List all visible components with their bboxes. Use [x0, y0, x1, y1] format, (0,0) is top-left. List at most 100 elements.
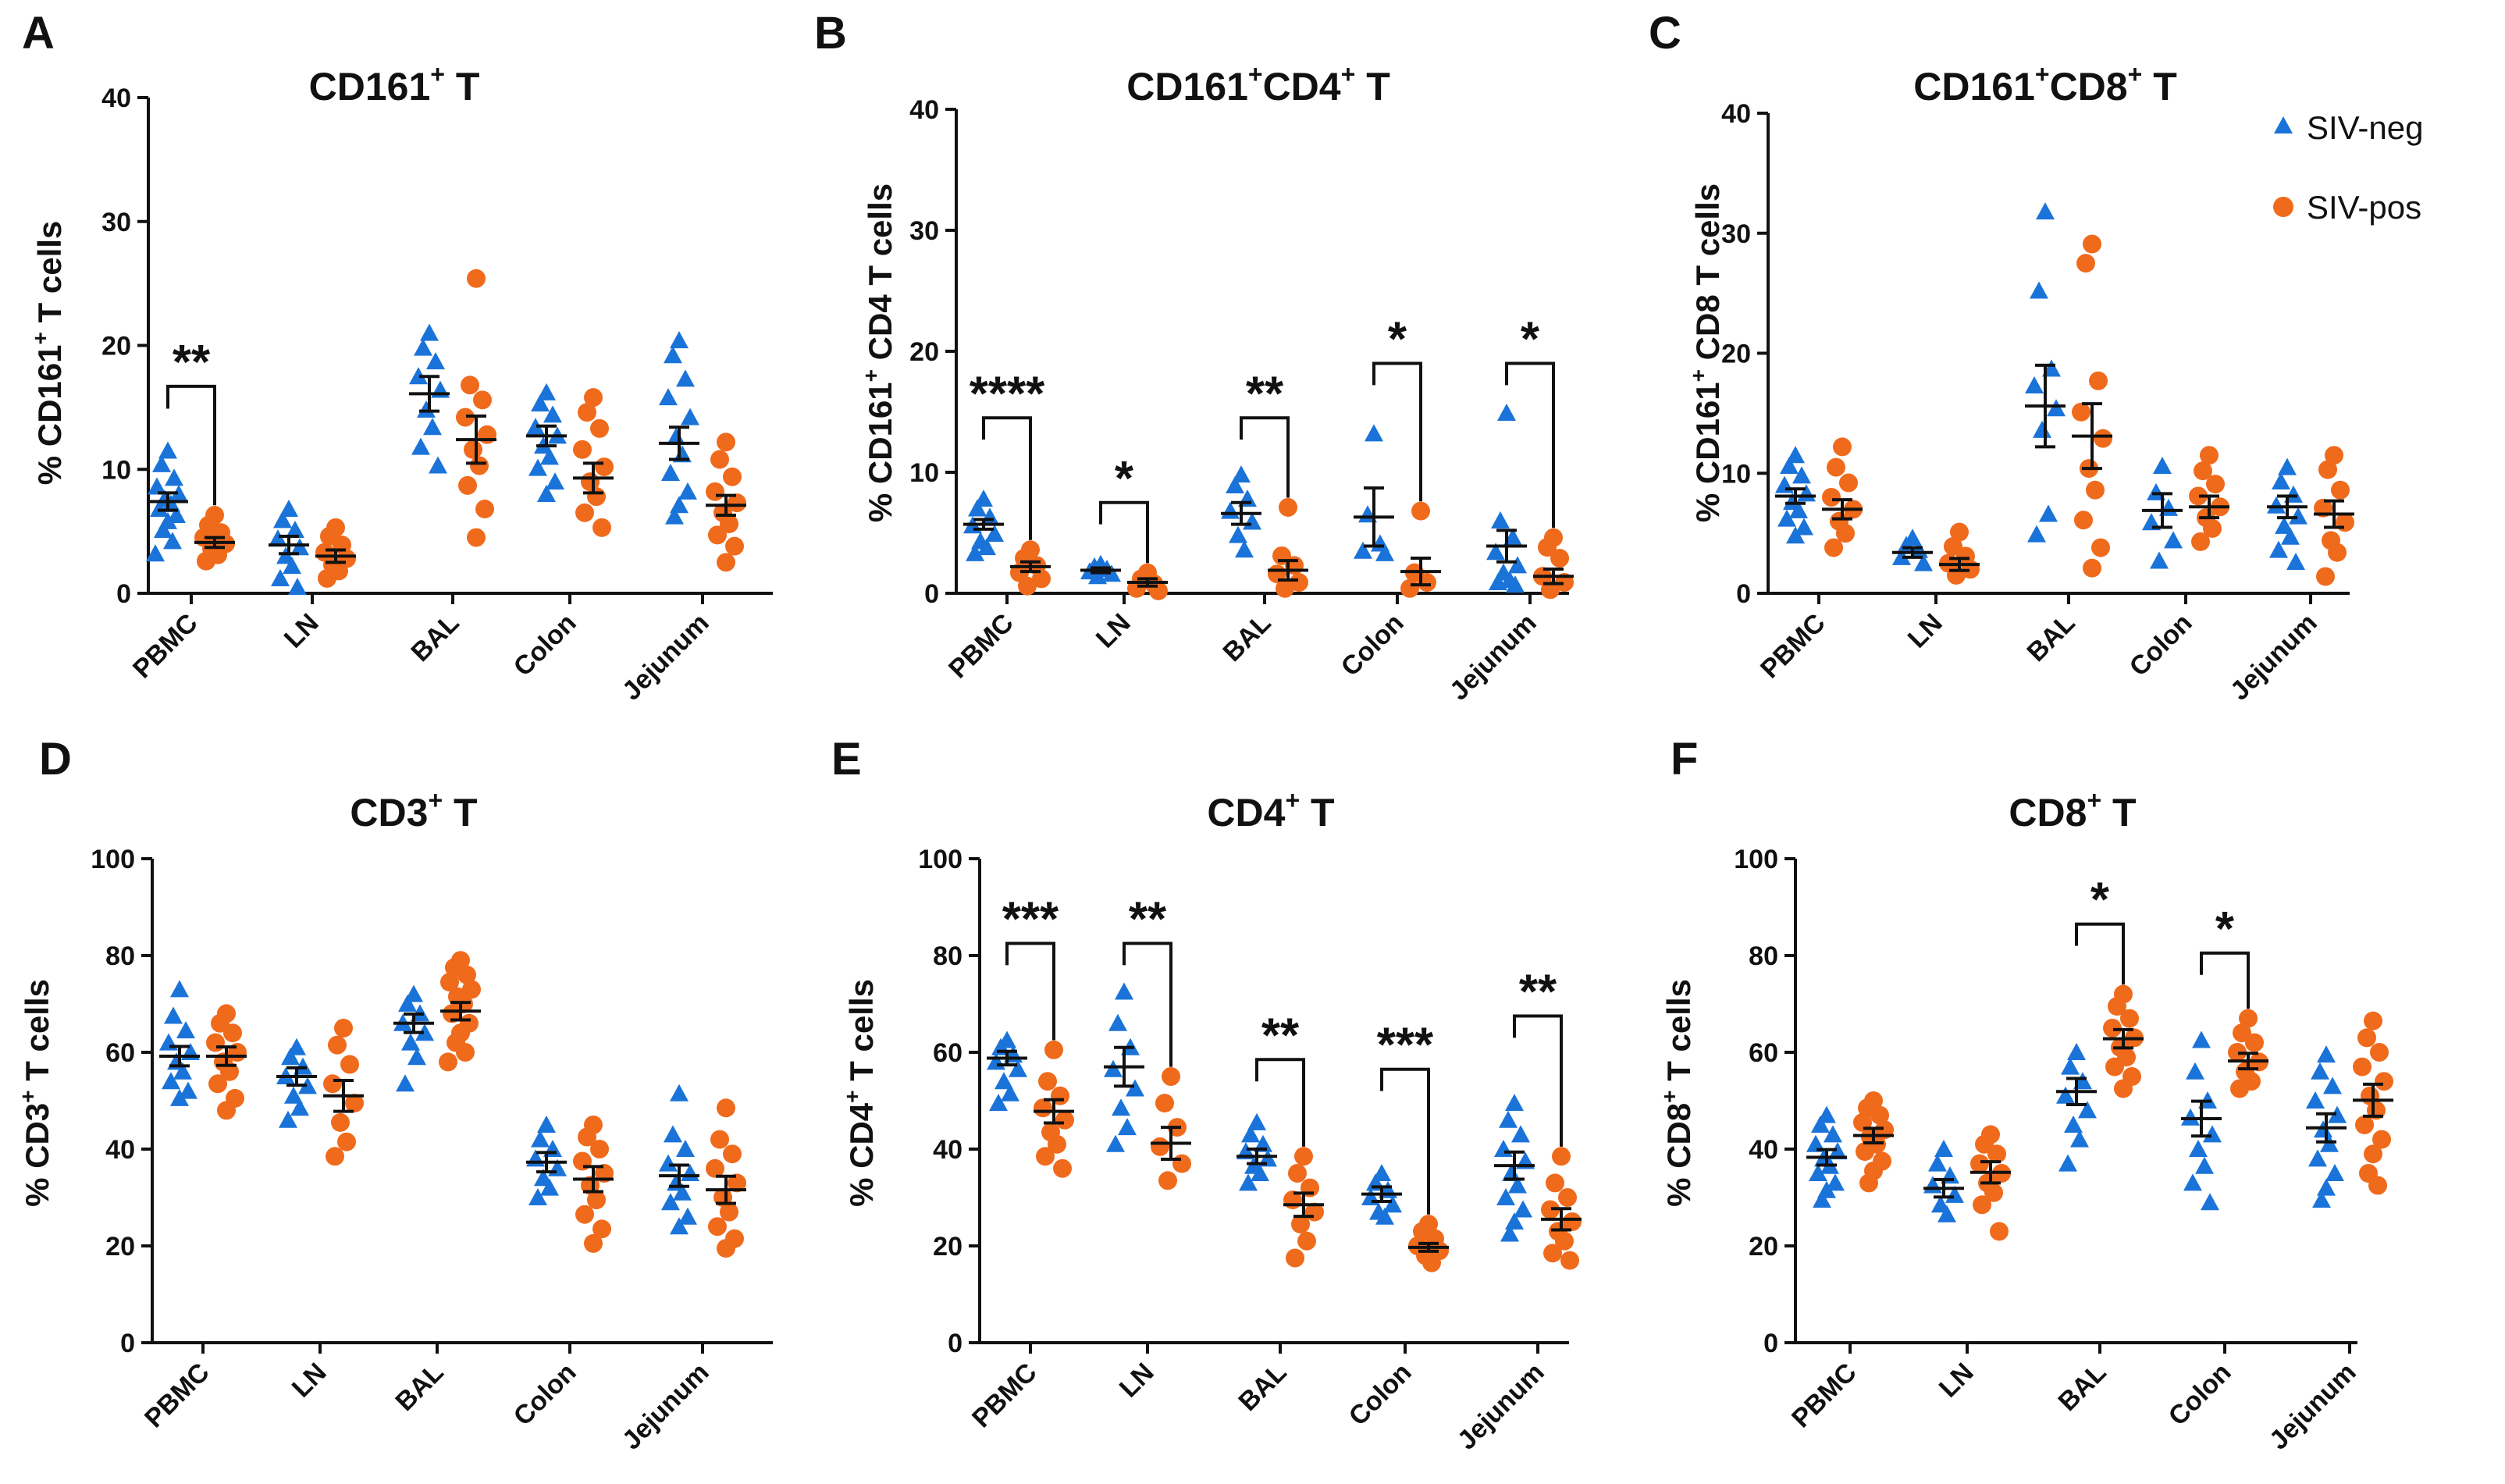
- panel-f-siv-pos-point: [1990, 1222, 2009, 1241]
- panel-a-siv-neg-point: [290, 538, 309, 556]
- panel-f-x-tick-label: LN: [1934, 1358, 1980, 1404]
- panel-f-siv-neg-point: [2306, 1091, 2325, 1109]
- panel-a-siv-pos-point: [728, 493, 746, 513]
- panel-e-siv-pos-point: [1546, 1173, 1564, 1193]
- panel-b-siv-neg-point: [1088, 567, 1107, 585]
- panel-d-siv-pos-point: [706, 1158, 724, 1178]
- panel-b-siv-neg-point: [1235, 540, 1254, 558]
- panel-b-siv-pos-point: [1279, 497, 1297, 517]
- panel-e-siv-neg-point: [1118, 1118, 1137, 1136]
- panel-c-siv-neg-point: [2286, 553, 2305, 571]
- panel-letter-e: E: [831, 734, 862, 785]
- panel-b-siv-neg-point: [1508, 556, 1527, 574]
- panel-a-siv-neg-point: [678, 482, 697, 500]
- panel-a-y-tick-label: 10: [101, 455, 131, 485]
- panel-a-siv-neg-point: [537, 383, 556, 400]
- panel-d-x-tick-label: Jejunum: [617, 1358, 715, 1456]
- panel-a-siv-pos-point: [464, 440, 482, 459]
- panel-d-siv-neg-point: [407, 1048, 426, 1066]
- panel-d-siv-neg-point: [670, 1084, 689, 1101]
- panel-a-siv-pos-point: [592, 518, 611, 537]
- panel-d-siv-neg-point: [415, 1023, 434, 1041]
- panel-d-siv-pos-point: [443, 1004, 461, 1023]
- panel-b-siv-neg-point: [1221, 501, 1240, 519]
- panel-a-siv-neg-point: [546, 472, 564, 490]
- panel-b-siv-neg-point: [977, 538, 996, 556]
- panel-e-siv-pos-point: [1048, 1134, 1066, 1154]
- panel-c: C CD161+CD8+ T % CD161+ CD8 T cells 0 10 2…: [1649, 8, 2354, 706]
- panel-d-siv-neg-point: [290, 1098, 309, 1116]
- panel-a-siv-neg-point: [271, 568, 290, 586]
- panel-e-siv-pos-point: [1158, 1171, 1177, 1190]
- panel-e-siv-pos-point: [1288, 1164, 1307, 1183]
- panel-f-siv-pos-point: [2375, 1072, 2393, 1091]
- panel-a-siv-neg-point: [543, 405, 562, 423]
- panel-f-siv-neg-point: [2181, 1108, 2200, 1126]
- panel-c-siv-pos-point: [2086, 480, 2105, 500]
- panel-f-significance-bracket: [2075, 922, 2125, 985]
- panel-d-y-tick-label: 60: [105, 1038, 135, 1068]
- panel-f-y-tick-label: 80: [1749, 941, 1778, 971]
- panel-e-x-tick-label: Colon: [1343, 1358, 1418, 1432]
- panel-d-siv-neg-point: [279, 1110, 297, 1128]
- panel-f-siv-pos-point: [1970, 1154, 1989, 1173]
- panel-e-siv-pos-point: [1555, 1231, 1574, 1251]
- panel-a-siv-neg-point: [681, 407, 699, 425]
- panel-a: A CD161+ T % CD161+ T cells 0 10 20 30 40 PBM…: [22, 8, 773, 706]
- panel-a-siv-neg-point: [423, 418, 442, 436]
- panel-b-x-tick-label: BAL: [1217, 608, 1276, 667]
- panel-a-siv-neg-point: [528, 458, 547, 476]
- panel-a-siv-neg-point: [283, 557, 301, 575]
- panel-e-siv-pos-point: [1286, 1248, 1304, 1268]
- panel-b-siv-neg-point: [1486, 543, 1505, 561]
- panel-f-siv-neg-point: [2311, 1062, 2329, 1080]
- panel-f-siv-pos-point: [2372, 1130, 2391, 1149]
- panel-d-siv-pos-point: [331, 1112, 350, 1132]
- panel-b-siv-pos-point: [1149, 581, 1168, 600]
- panel-c-siv-pos-point: [1824, 538, 1843, 557]
- panel-f-siv-pos-point: [2357, 1028, 2376, 1048]
- panel-c-siv-pos-point: [2194, 461, 2212, 481]
- panel-f-siv-neg-point: [2323, 1077, 2342, 1094]
- panel-d-siv-neg-point: [173, 1062, 192, 1080]
- panel-a-siv-pos-point: [717, 432, 735, 452]
- panel-b-siv-pos-point: [1550, 549, 1569, 568]
- panel-d-siv-neg-point: [162, 1072, 180, 1090]
- panel-b-siv-pos-point: [1290, 573, 1308, 593]
- panel-e-significance-label: **: [1129, 893, 1167, 947]
- panel-d-siv-pos-point: [340, 1055, 359, 1074]
- panel-c-x-tick-label: LN: [1902, 608, 1948, 654]
- panel-d-siv-pos-point: [590, 1140, 609, 1158]
- panel-d-x-tick-label: BAL: [390, 1358, 449, 1417]
- panel-a-siv-neg-point: [148, 477, 166, 495]
- panel-b-siv-neg-point: [1365, 424, 1383, 442]
- panel-d-siv-pos-point: [728, 1173, 746, 1193]
- panel-a-x-tick-label: Colon: [508, 608, 582, 682]
- legend: SIV-neg SIV-pos: [2273, 109, 2423, 226]
- panel-f-title: CD8+ T: [2009, 786, 2136, 835]
- panel-a-x-tick-label: Jejunum: [617, 608, 715, 706]
- panel-a-siv-neg-point: [526, 418, 545, 436]
- panel-d-siv-pos-point: [220, 1062, 239, 1081]
- panel-e-x-tick-label: Jejunum: [1452, 1358, 1550, 1456]
- panel-a-siv-pos-point: [475, 500, 494, 519]
- panel-a-siv-pos-point: [478, 425, 496, 444]
- panel-d-siv-pos-point: [337, 1132, 356, 1151]
- panel-b-siv-neg-point: [1354, 541, 1372, 559]
- panel-a-siv-neg-point: [665, 507, 684, 525]
- panel-d-siv-neg-point: [284, 1086, 303, 1104]
- panel-c-siv-neg-point: [1777, 509, 1796, 527]
- panel-f-siv-pos-point: [2355, 1116, 2374, 1134]
- panel-e-siv-pos-point: [1422, 1253, 1441, 1272]
- legend-siv-pos-marker: [2273, 197, 2293, 217]
- panel-c-siv-pos-point: [1950, 522, 1969, 542]
- panel-c-siv-pos-point: [2094, 429, 2112, 448]
- panel-f-siv-neg-point: [2078, 1101, 2097, 1119]
- panel-e-siv-pos-point: [1036, 1147, 1055, 1166]
- panel-e-title: CD4+ T: [1207, 786, 1334, 835]
- panel-f-siv-pos-point: [1973, 1195, 1991, 1215]
- panel-f-siv-neg-point: [1811, 1116, 1830, 1133]
- panel-a-siv-neg-point: [664, 346, 682, 364]
- panel-letter-d: D: [39, 734, 72, 785]
- panel-e-siv-pos-point: [1563, 1212, 1582, 1231]
